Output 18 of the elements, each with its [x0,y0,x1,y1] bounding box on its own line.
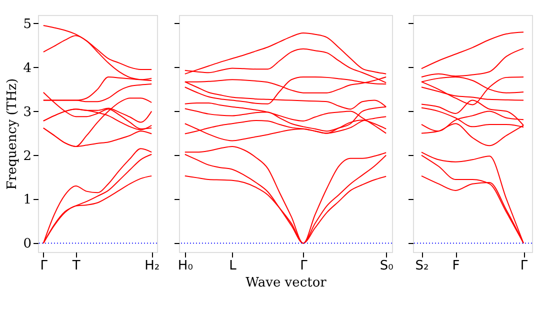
y-tick-label: 5 [23,16,32,32]
x-tick-label: H₀ [178,258,193,274]
y-tick-label: 1 [23,192,32,208]
x-axis-title: Wave vector [246,276,328,290]
x-tick-label: Γ [300,258,308,274]
x-tick-label: H₂ [144,258,160,274]
y-tick-label: 0 [23,236,32,252]
x-tick-label: Γ [40,258,48,274]
y-axis-title: Frequency (THz) [5,78,20,190]
x-tick-label: Γ [520,258,528,274]
x-tick-label: S₂ [415,258,429,274]
y-tick-label: 2 [23,148,32,164]
y-tick-label: 3 [23,104,32,120]
x-tick-label: L [229,258,238,274]
y-tick-label: 4 [23,60,32,76]
x-tick-label: F [452,258,460,274]
x-tick-label: S₀ [380,258,394,274]
x-tick-label: T [71,258,80,274]
